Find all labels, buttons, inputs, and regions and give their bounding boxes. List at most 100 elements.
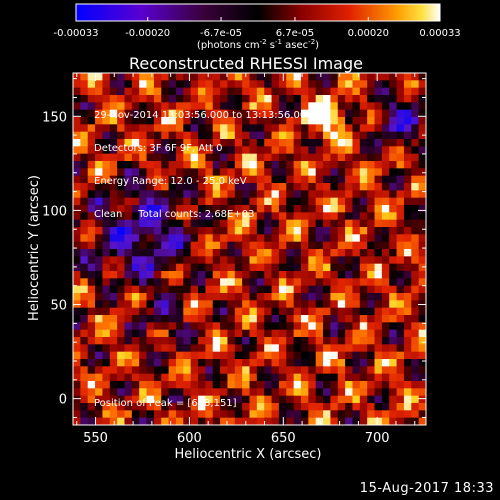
heatmap-cell xyxy=(300,95,309,103)
heatmap-cell xyxy=(308,395,317,404)
heatmap-cell xyxy=(256,351,265,360)
heatmap-cell xyxy=(308,139,317,147)
heatmap-cell xyxy=(205,109,214,118)
heatmap-cell xyxy=(352,315,361,323)
heatmap-cell xyxy=(124,139,133,147)
heatmap-cell xyxy=(131,366,140,375)
heatmap-cell xyxy=(117,124,125,133)
heatmap-cell xyxy=(175,293,184,301)
heatmap-cell xyxy=(183,388,192,397)
heatmap-cell xyxy=(403,381,412,389)
heatmap-cell xyxy=(73,80,81,89)
heatmap-cell xyxy=(418,373,427,382)
heatmap-cell xyxy=(80,373,89,382)
heatmap-cell xyxy=(73,146,81,155)
heatmap-cell xyxy=(124,344,133,353)
heatmap-cell xyxy=(330,249,339,257)
heatmap-cell xyxy=(146,351,155,360)
heatmap-cell xyxy=(381,278,390,287)
heatmap-cell xyxy=(109,285,118,294)
heatmap-cell xyxy=(396,219,405,228)
heatmap-cell xyxy=(175,102,184,111)
heatmap-cell xyxy=(315,175,324,184)
heatmap-cell xyxy=(249,80,258,89)
heatmap-cell xyxy=(183,153,192,162)
heatmap-cell xyxy=(139,249,147,257)
heatmap-cell xyxy=(271,366,280,375)
heatmap-cell xyxy=(198,124,206,133)
heatmap-cell xyxy=(396,359,405,367)
heatmap-cell xyxy=(117,95,125,103)
heatmap-cell xyxy=(190,388,199,397)
heatmap-cell xyxy=(337,271,346,279)
heatmap-cell xyxy=(271,219,280,228)
heatmap-cell xyxy=(264,168,272,177)
heatmap-cell xyxy=(345,322,353,331)
heatmap-cell xyxy=(220,109,228,118)
heatmap-cell xyxy=(286,300,295,309)
heatmap-cell xyxy=(102,227,111,235)
heatmap-cell xyxy=(117,153,125,162)
heatmap-cell xyxy=(183,322,192,331)
heatmap-cell xyxy=(293,131,302,140)
heatmap-cell xyxy=(87,249,96,257)
heatmap-cell xyxy=(109,139,118,147)
heatmap-cell xyxy=(345,410,353,419)
heatmap-cell xyxy=(359,381,368,389)
heatmap-cell xyxy=(359,146,368,155)
heatmap-cell xyxy=(359,124,368,133)
heatmap-cell xyxy=(337,87,346,96)
heatmap-cell xyxy=(198,417,206,426)
heatmap-cell xyxy=(73,95,81,103)
heatmap-cell xyxy=(190,337,199,345)
heatmap-cell xyxy=(146,315,155,323)
heatmap-cell xyxy=(374,124,383,133)
heatmap-cell xyxy=(131,337,140,345)
heatmap-cell xyxy=(131,205,140,213)
heatmap-cell xyxy=(205,322,214,331)
heatmap-cell xyxy=(286,395,295,404)
heatmap-cell xyxy=(411,190,420,199)
heatmap-cell xyxy=(271,102,280,111)
heatmap-cell xyxy=(374,322,383,331)
heatmap-cell xyxy=(234,249,243,257)
heatmap-cell xyxy=(367,410,375,419)
heatmap-cell xyxy=(227,337,236,345)
heatmap-cell xyxy=(374,95,383,103)
heatmap-cell xyxy=(146,271,155,279)
heatmap-cell xyxy=(95,337,103,345)
heatmap-cell xyxy=(308,315,317,323)
heatmap-cell xyxy=(381,337,390,345)
heatmap-cell xyxy=(352,395,361,404)
heatmap-cell xyxy=(139,227,147,235)
heatmap-cell xyxy=(396,161,405,169)
heatmap-cell xyxy=(286,366,295,375)
heatmap-cell xyxy=(95,124,103,133)
heatmap-cell xyxy=(418,219,427,228)
heatmap-cell xyxy=(124,153,133,162)
heatmap-cell xyxy=(330,322,339,331)
heatmap-cell xyxy=(161,161,169,169)
heatmap-cell xyxy=(198,109,206,118)
heatmap-cell xyxy=(73,168,81,177)
heatmap-cell xyxy=(352,80,361,89)
heatmap-cell xyxy=(87,139,96,147)
heatmap-cell xyxy=(278,234,287,243)
heatmap-cell xyxy=(323,139,331,147)
heatmap-cell xyxy=(190,417,199,426)
heatmap-cell xyxy=(352,161,361,169)
heatmap-cell xyxy=(411,219,420,228)
heatmap-cell xyxy=(183,190,192,199)
heatmap-cell xyxy=(330,315,339,323)
heatmap-cell xyxy=(198,344,206,353)
heatmap-cell xyxy=(117,329,125,338)
heatmap-cell xyxy=(403,234,412,243)
heatmap-cell xyxy=(146,73,155,81)
heatmap-cell xyxy=(139,403,147,411)
heatmap-cell xyxy=(161,109,169,118)
heatmap-cell xyxy=(139,183,147,191)
heatmap-cell xyxy=(345,366,353,375)
heatmap-cell xyxy=(175,139,184,147)
heatmap-cell xyxy=(315,307,324,316)
heatmap-cell xyxy=(249,388,258,397)
